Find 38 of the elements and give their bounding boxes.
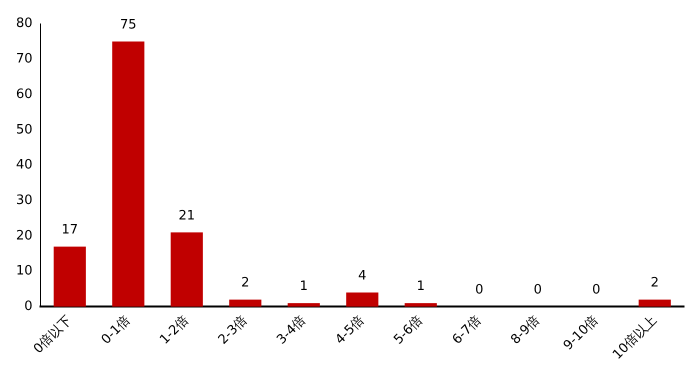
bar: [638, 300, 671, 307]
data-label: 1: [300, 279, 308, 294]
y-tick-label: 70: [16, 52, 33, 67]
bar: [170, 232, 203, 307]
x-tick-label: 4-5倍: [332, 312, 368, 348]
x-tick-label: 2-3倍: [216, 312, 250, 348]
data-label: 4: [358, 268, 366, 284]
y-tick-label: 60: [16, 86, 33, 102]
x-tick-label: 3-4倍: [274, 312, 309, 348]
x-tick-label: 0-1倍: [98, 312, 134, 348]
bar: [404, 303, 437, 307]
x-tick-label: 6-7倍: [450, 312, 484, 348]
y-tick-label: 80: [16, 16, 33, 32]
bar: [229, 300, 262, 307]
y-tick-label: 40: [16, 158, 33, 173]
y-tick-label: 0: [24, 299, 33, 314]
y-tick-label: 20: [16, 228, 33, 244]
data-label: 75: [120, 17, 137, 32]
bar: [54, 246, 86, 307]
data-label: 0: [534, 282, 542, 298]
x-tick-label: 8-9倍: [508, 312, 543, 348]
bar: [112, 41, 144, 307]
data-label: 1: [416, 279, 425, 294]
x-tick-label: 10倍以上: [610, 312, 660, 363]
y-tick-label: 10: [16, 264, 33, 279]
y-tick-label: 50: [16, 122, 33, 138]
y-tick-label: 30: [16, 192, 33, 208]
x-tick-label: 0倍以下: [30, 312, 76, 357]
data-label: 0: [592, 282, 600, 298]
data-label: 17: [62, 222, 78, 238]
x-tick-label: 5-6倍: [391, 312, 426, 348]
data-label: 2: [241, 276, 250, 290]
x-tick-label: 1-2倍: [157, 312, 192, 348]
data-label: 0: [475, 282, 484, 298]
bar: [288, 303, 320, 307]
data-label: 2: [650, 276, 659, 290]
bar: [346, 292, 378, 307]
data-label: 21: [178, 208, 196, 224]
